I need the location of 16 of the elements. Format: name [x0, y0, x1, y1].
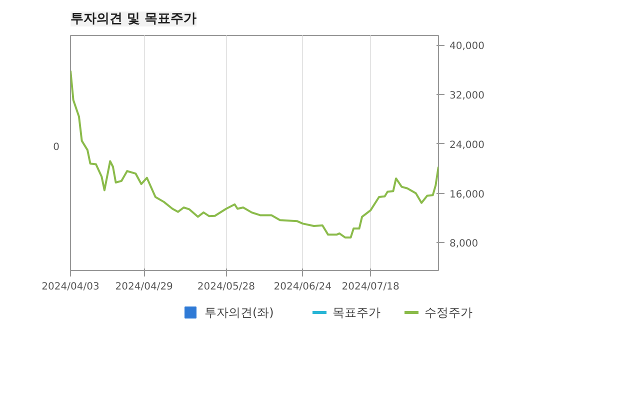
x-tick-label: 2024/05/28	[197, 282, 256, 292]
y-tick-label: 32,000	[450, 90, 484, 102]
line-series	[70, 70, 438, 238]
legend-label: 수정주가	[424, 306, 472, 320]
x-tick-label: 2024/04/29	[115, 282, 173, 292]
text: 0	[53, 142, 60, 153]
y-tick-label: 8,000	[450, 238, 478, 250]
x-tick-label: 2024/06/24	[274, 282, 332, 292]
chart-title: 투자의견 및 목표주가	[70, 12, 197, 26]
legend-label: 목표주가	[332, 306, 380, 320]
y-tick-label: 16,000	[450, 189, 484, 200]
legend-label: 투자의견(좌)	[204, 306, 274, 320]
x-tick-label: 2024/04/03	[42, 282, 100, 292]
y-tick-label: 40,000	[450, 41, 484, 52]
x-tick-label: 2024/07/18	[342, 282, 400, 292]
y-tick-label: 24,000	[450, 140, 484, 151]
